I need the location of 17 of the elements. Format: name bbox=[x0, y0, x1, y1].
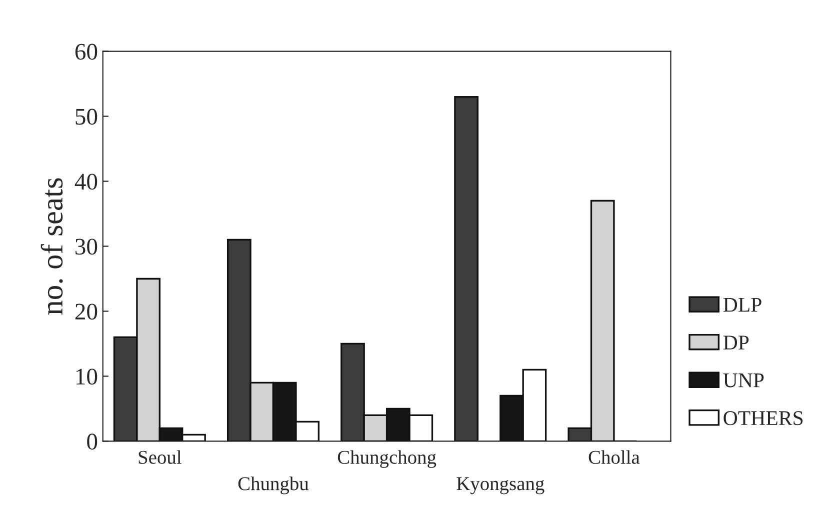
x-tick-label: Kyongsang bbox=[456, 477, 544, 494]
legend-label: UNP bbox=[723, 374, 764, 388]
legend-label: DP bbox=[723, 336, 749, 350]
y-tick-label: 10 bbox=[76, 368, 98, 385]
x-tick-label: Cholla bbox=[588, 450, 640, 464]
x-tick-label: Chungchong bbox=[338, 450, 436, 468]
y-axis-title: no. of seats bbox=[40, 178, 63, 315]
x-tick-label: Chungbu bbox=[238, 476, 309, 494]
y-tick-label: 20 bbox=[75, 304, 98, 320]
legend-label: OTHERS bbox=[724, 411, 803, 426]
y-tick-label: 50 bbox=[76, 108, 98, 125]
x-tick-label: Seoul bbox=[138, 450, 182, 464]
y-tick-label: 60 bbox=[75, 44, 98, 60]
y-tick-label: 40 bbox=[74, 174, 98, 190]
y-tick-label: 0 bbox=[87, 434, 98, 450]
y-tick-label: 30 bbox=[76, 238, 98, 255]
legend-label: DLP bbox=[723, 298, 762, 312]
